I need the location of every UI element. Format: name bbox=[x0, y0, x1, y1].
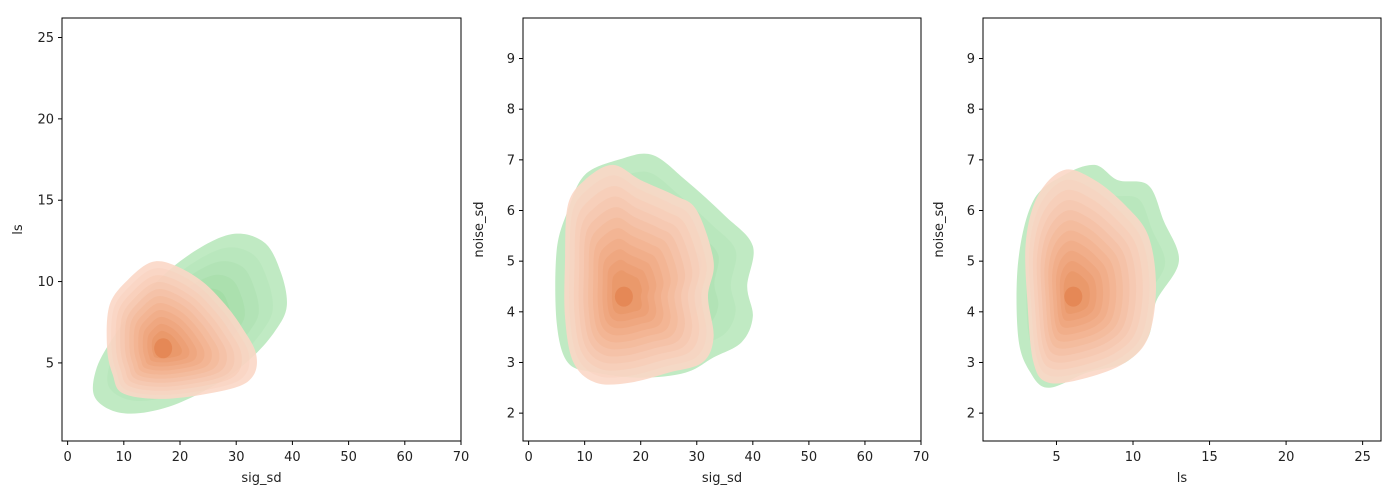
x-tick-label: 0 bbox=[63, 450, 71, 465]
x-tick-label: 10 bbox=[1125, 450, 1142, 465]
x-tick-label: 20 bbox=[1278, 450, 1295, 465]
y-tick-label: 5 bbox=[507, 255, 515, 270]
y-tick-label: 2 bbox=[507, 407, 515, 422]
x-tick-label: 50 bbox=[801, 450, 818, 465]
contour-level bbox=[1032, 189, 1143, 370]
axes-frame bbox=[61, 17, 462, 442]
y-tick-label: 7 bbox=[967, 153, 975, 168]
x-tick-label: 30 bbox=[689, 450, 706, 465]
x-axis-label: sig_sd bbox=[241, 471, 281, 486]
x-tick-label: 70 bbox=[453, 450, 470, 465]
contour-level bbox=[1040, 210, 1130, 356]
contour-level bbox=[588, 217, 678, 350]
contour-level bbox=[111, 268, 250, 395]
contour-level bbox=[597, 238, 664, 336]
x-tick-label: 20 bbox=[172, 450, 189, 465]
contour-level bbox=[573, 186, 700, 371]
contour-level bbox=[138, 309, 205, 371]
x-axis-label: sig_sd bbox=[702, 471, 742, 486]
y-tick-label: 4 bbox=[507, 305, 515, 320]
x-tick-label: 25 bbox=[1354, 450, 1371, 465]
contour-level bbox=[129, 295, 220, 379]
x-tick-label: 0 bbox=[524, 450, 532, 465]
x-tick-label: 40 bbox=[745, 450, 762, 465]
density-peak bbox=[154, 338, 173, 359]
x-axis-label: ls bbox=[1177, 471, 1188, 486]
contour-level bbox=[583, 207, 686, 357]
contour-level bbox=[1025, 169, 1156, 384]
y-axis-label: noise_sd bbox=[472, 201, 487, 257]
density-peach-1 bbox=[106, 261, 257, 399]
axes-frame bbox=[522, 17, 922, 442]
contour-level bbox=[578, 196, 693, 364]
contour-level bbox=[1036, 199, 1137, 363]
x-tick-label: 5 bbox=[1052, 450, 1060, 465]
y-tick-label: 7 bbox=[507, 153, 515, 168]
y-tick-label: 15 bbox=[37, 194, 54, 209]
x-tick-label: 30 bbox=[228, 450, 245, 465]
contour-level bbox=[569, 175, 707, 378]
contour-level bbox=[1052, 240, 1110, 335]
y-tick-label: 9 bbox=[507, 52, 515, 67]
contour-level bbox=[592, 228, 671, 343]
x-tick-label: 10 bbox=[576, 450, 593, 465]
y-tick-label: 8 bbox=[967, 103, 975, 118]
panel-3: 5 10 15 20 25 2 3 4 5 6 7 8 9 ls noise_sd bbox=[932, 17, 1382, 486]
panel-1: 0 10 20 30 40 50 60 70 5 10 15 20 25 sig_sd ls bbox=[11, 17, 470, 486]
contour-level bbox=[133, 302, 212, 375]
contour-level bbox=[124, 289, 227, 383]
x-tick-label: 60 bbox=[857, 450, 874, 465]
x-tick-label: 50 bbox=[340, 450, 357, 465]
y-axis-label: noise_sd bbox=[932, 201, 947, 257]
y-tick-label: 10 bbox=[37, 275, 54, 290]
x-tick-label: 40 bbox=[284, 450, 301, 465]
density-peak bbox=[1064, 286, 1083, 307]
y-tick-label: 20 bbox=[37, 112, 54, 127]
contour-level bbox=[115, 275, 242, 391]
y-tick-label: 5 bbox=[46, 356, 54, 371]
y-axis-label: ls bbox=[11, 224, 26, 235]
contour-level bbox=[1048, 230, 1117, 342]
y-tick-label: 5 bbox=[967, 255, 975, 270]
contour-level bbox=[1029, 179, 1150, 377]
y-tick-label: 6 bbox=[967, 204, 975, 219]
y-tick-label: 2 bbox=[967, 407, 975, 422]
panel-2: 0 10 20 30 40 50 60 70 2 3 4 5 6 7 8 9 sig_sd noise_sd bbox=[472, 17, 930, 486]
x-tick-label: 10 bbox=[116, 450, 133, 465]
contour-level bbox=[106, 261, 257, 399]
y-tick-label: 25 bbox=[37, 31, 54, 46]
y-tick-label: 3 bbox=[967, 356, 975, 371]
y-tick-label: 3 bbox=[507, 356, 515, 371]
y-tick-label: 4 bbox=[967, 305, 975, 320]
density-peach-2 bbox=[564, 164, 714, 385]
axes-frame bbox=[982, 17, 1382, 442]
density-peach-3 bbox=[1025, 169, 1156, 384]
x-tick-label: 60 bbox=[397, 450, 414, 465]
y-tick-label: 8 bbox=[507, 103, 515, 118]
contour-level bbox=[564, 164, 714, 385]
density-peak bbox=[614, 286, 633, 307]
x-tick-label: 20 bbox=[632, 450, 649, 465]
y-tick-label: 6 bbox=[507, 204, 515, 219]
x-tick-label: 15 bbox=[1201, 450, 1218, 465]
x-tick-label: 70 bbox=[913, 450, 930, 465]
contour-level bbox=[1055, 250, 1104, 328]
contour-level bbox=[1044, 220, 1123, 349]
y-tick-label: 9 bbox=[967, 52, 975, 67]
contour-level bbox=[120, 282, 235, 387]
